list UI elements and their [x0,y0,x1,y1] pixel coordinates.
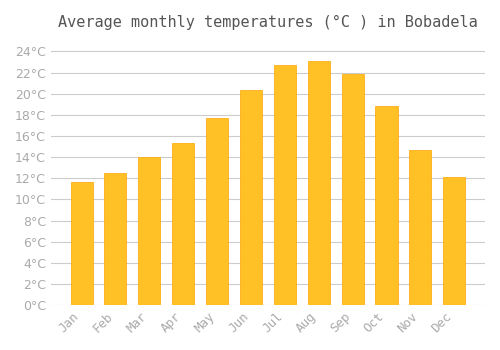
Bar [308,61,330,305]
Bar [376,106,398,305]
Bar [410,150,432,305]
Bar [104,173,126,305]
Title: Average monthly temperatures (°C ) in Bobadela: Average monthly temperatures (°C ) in Bo… [58,15,478,30]
Bar [274,65,296,305]
Bar [443,177,466,305]
Bar [172,144,194,305]
Bar [206,118,228,305]
Bar [138,157,160,305]
Bar [70,182,92,305]
Bar [240,90,262,305]
Bar [342,74,363,305]
